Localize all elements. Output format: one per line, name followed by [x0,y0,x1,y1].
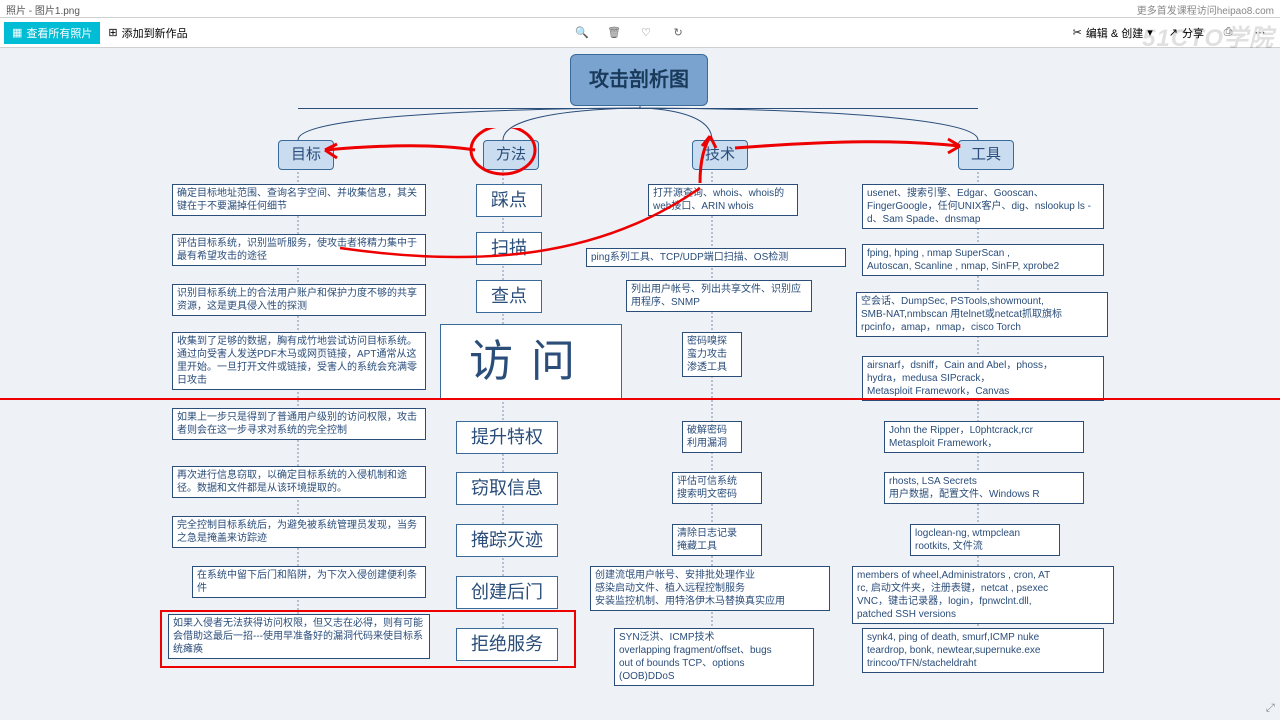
tech-2: ping系列工具、TCP/UDP端口扫描、OS检测 [586,248,846,267]
zoom-icon[interactable]: 🔍 [574,25,590,41]
tech-6: 评估可信系统 搜索明文密码 [672,472,762,504]
tech-7: 清除日志记录 掩藏工具 [672,524,762,556]
tool-4: airsnarf，dsniff，Cain and Abel，phoss， hyd… [862,356,1104,401]
tech-9: SYN泛洪、ICMP技术 overlapping fragment/offset… [614,628,814,686]
category-method: 方法 [483,140,539,170]
category-goal: 目标 [278,140,334,170]
tool-6: rhosts, LSA Secrets 用户数据，配置文件、Windows R [884,472,1084,504]
resize-handle-icon[interactable]: ⤡ [1263,703,1276,712]
goal-7: 完全控制目标系统后，为避免被系统管理员发现，当务之急是掩盖来访踪迹 [172,516,426,548]
goal-4: 收集到了足够的数据，胸有成竹地尝试访问目标系统。通过向受害人发送PDF木马或网页… [172,332,426,390]
favorite-icon[interactable]: ♡ [638,25,654,41]
root-node: 攻击剖析图 [570,54,708,106]
edit-create-label: 编辑 & 创建 [1086,25,1143,41]
window-title: 照片 - 图片1.png [6,2,80,15]
tech-1: 打开源查询、whois、whois的web接口、ARIN whois [648,184,798,216]
method-2: 扫描 [476,232,542,265]
delete-icon[interactable]: 🗑 [606,25,622,41]
tech-5: 破解密码 利用漏洞 [682,421,742,453]
tech-4: 密码嗅探 蛮力攻击 渗透工具 [682,332,742,377]
add-icon: ⊞ [108,26,117,39]
add-new-label: 添加到新作品 [122,25,188,41]
view-all-label: 查看所有照片 [26,25,92,41]
goal-8: 在系统中留下后门和陷阱，为下次入侵创建便利条件 [192,566,426,598]
tool-3: 空会话、DumpSec, PSTools,showmount, SMB-NAT,… [856,292,1108,337]
red-divider-line [0,398,1280,400]
tool-1: usenet、搜索引擎、Edgar、Gooscan、FingerGoogle，任… [862,184,1104,229]
goal-6: 再次进行信息窃取，以确定目标系统的入侵机制和途径。数据和文件都是从该环境提取的。 [172,466,426,498]
edit-icon: ✂ [1073,26,1082,39]
tool-5: John the Ripper，L0phtcrack,rcr Metasploi… [884,421,1084,453]
tech-8: 创建流氓用户帐号、安排批处理作业 感染启动文件、植入远程控制服务 安装监控机制、… [590,566,830,611]
method-3: 查点 [476,280,542,313]
photos-icon: ▦ [12,26,22,39]
view-all-photos-button[interactable]: ▦ 查看所有照片 [4,22,100,44]
method-1: 踩点 [476,184,542,217]
tool-9: synk4, ping of death, smurf,ICMP nuke te… [862,628,1104,673]
method-7: 掩踪灭迹 [456,524,558,557]
red-highlight-box [160,610,576,668]
goal-1: 确定目标地址范围、查询名字空间、并收集信息，其关键在于不要漏掉任何细节 [172,184,426,216]
tech-3: 列出用户帐号、列出共享文件、识别应用程序、SNMP [626,280,812,312]
rotate-icon[interactable]: ↻ [670,25,686,41]
tool-7: logclean-ng, wtmpclean rootkits, 文件流 [910,524,1060,556]
add-to-new-button[interactable]: ⊞ 添加到新作品 [100,22,195,44]
promo-text: 更多首发课程访问heipao8.com [1137,2,1274,15]
diagram-canvas: 攻击剖析图 目标 方法 技术 工具 确定目标地址范围、查询名字空间、并收集信息，… [0,48,1280,720]
goal-5: 如果上一步只是得到了普通用户级别的访问权限，攻击者则会在这一步寻求对系统的完全控… [172,408,426,440]
goal-2: 评估目标系统，识别监听服务，使攻击者将精力集中于最有希望攻击的途径 [172,234,426,266]
method-6: 窃取信息 [456,472,558,505]
category-tech: 技术 [692,140,748,170]
method-4: 访问 [440,324,622,399]
method-8: 创建后门 [456,576,558,609]
category-tool: 工具 [958,140,1014,170]
goal-3: 识别目标系统上的合法用户账户和保护力度不够的共享资源，这是更具侵入性的探测 [172,284,426,316]
tool-8: members of wheel,Administrators , cron, … [852,566,1114,624]
method-5: 提升特权 [456,421,558,454]
title-bar: 照片 - 图片1.png 更多首发课程访问heipao8.com [0,0,1280,18]
toolbar: ▦ 查看所有照片 ⊞ 添加到新作品 🔍 🗑 ♡ ↻ ✂ 编辑 & 创建 ▾ ↗ … [0,18,1280,48]
tool-2: fping, hping , nmap SuperScan , Autoscan… [862,244,1104,276]
